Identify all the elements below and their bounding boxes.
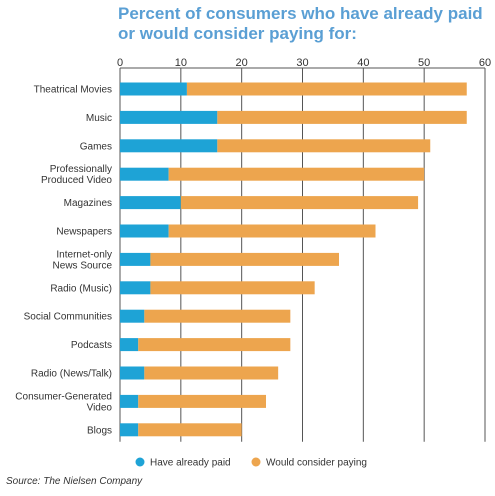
bar-chart: 0 10 20 30 40 50 60 Theatrical Movies Music Games… — [15, 57, 491, 469]
category-label-line: Consumer-Generated — [15, 391, 112, 402]
category-label-line: Radio (Music) — [50, 283, 112, 294]
category-label: Social Communities — [24, 312, 112, 323]
category-label-line: Magazines — [64, 198, 112, 209]
category-label-line: Internet-only — [56, 249, 112, 260]
bar-already-paid — [120, 309, 145, 323]
category-label: Radio (Music) — [50, 283, 112, 294]
bar-would-consider — [138, 423, 242, 437]
category-label: Professionally Produced Video — [41, 164, 112, 186]
bar-would-consider — [186, 82, 467, 96]
source-note: Source: The Nielsen Company — [6, 476, 143, 487]
category-label: Blogs — [87, 425, 112, 436]
category-label: Newspapers — [56, 227, 112, 238]
bar-would-consider — [144, 309, 291, 323]
x-tick-label: 20 — [236, 57, 248, 69]
legend-marker-would-consider — [251, 457, 261, 467]
category-label-line: Theatrical Movies — [34, 85, 112, 96]
legend-label-already-paid: Have already paid — [150, 458, 231, 469]
bar-already-paid — [120, 224, 169, 238]
x-tick-label: 40 — [357, 57, 369, 69]
category-label-line: Video — [87, 402, 113, 413]
bar-would-consider — [180, 196, 419, 210]
bar-already-paid — [120, 139, 218, 153]
category-label-line: Professionally — [50, 164, 112, 175]
legend-label-would-consider: Would consider paying — [266, 458, 367, 469]
x-tick-label: 50 — [418, 57, 430, 69]
bar-already-paid — [120, 281, 151, 295]
chart-title: Percent of consumers who have already pa… — [118, 4, 488, 44]
category-label-line: Blogs — [87, 425, 112, 436]
bar-would-consider — [144, 366, 279, 380]
category-label: Internet-only News Source — [53, 249, 113, 271]
category-label-line: Newspapers — [56, 227, 112, 238]
x-tick-label: 0 — [117, 57, 123, 69]
category-label-line: Music — [86, 113, 112, 124]
bar-would-consider — [150, 281, 315, 295]
bar-already-paid — [120, 82, 187, 96]
category-label-line: Social Communities — [24, 312, 112, 323]
category-label: Podcasts — [71, 340, 112, 351]
bar-already-paid — [120, 110, 218, 124]
x-tick-label: 10 — [175, 57, 187, 69]
category-label-line: Podcasts — [71, 340, 112, 351]
bar-already-paid — [120, 394, 139, 408]
category-label: Radio (News/Talk) — [31, 369, 112, 380]
category-label: Theatrical Movies — [34, 85, 112, 96]
bar-already-paid — [120, 366, 145, 380]
x-tick-label: 30 — [296, 57, 308, 69]
category-label: Consumer-Generated Video — [15, 391, 112, 413]
category-label-line: Produced Video — [41, 175, 112, 186]
x-tick-label: 60 — [479, 57, 491, 69]
bar-would-consider — [168, 224, 376, 238]
chart-title-line-2: or would consider paying for: — [118, 24, 357, 43]
category-label-line: News Source — [53, 260, 113, 271]
bar-would-consider — [138, 394, 266, 408]
bar-already-paid — [120, 252, 151, 266]
category-label: Music — [86, 113, 112, 124]
bar-would-consider — [150, 252, 339, 266]
bar-would-consider — [138, 338, 291, 352]
category-label: Magazines — [64, 198, 112, 209]
bar-already-paid — [120, 423, 139, 437]
bar-already-paid — [120, 167, 169, 181]
legend-marker-already-paid — [135, 457, 145, 467]
bar-would-consider — [217, 139, 431, 153]
category-label-line: Games — [80, 141, 112, 152]
bar-already-paid — [120, 338, 139, 352]
bar-already-paid — [120, 196, 181, 210]
bar-would-consider — [217, 110, 467, 124]
category-label: Games — [80, 141, 112, 152]
chart-title-line-1: Percent of consumers who have already pa… — [118, 4, 483, 23]
category-label-line: Radio (News/Talk) — [31, 369, 112, 380]
bar-would-consider — [168, 167, 425, 181]
